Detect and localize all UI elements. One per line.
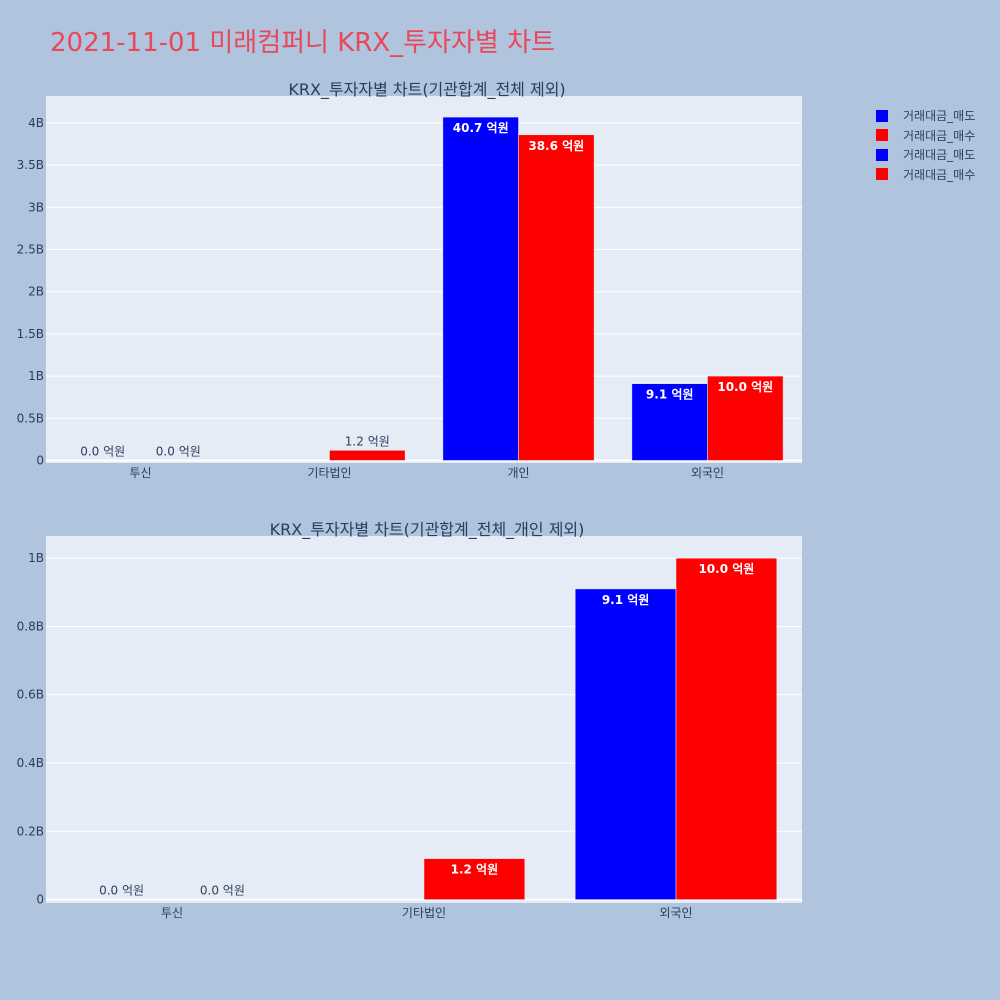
data-label: 0.0 억원 (80, 444, 125, 458)
data-label: 0.0 억원 (156, 444, 201, 458)
chart-2: KRX_투자자별 차트(기관합계_전체_개인 제외) 0 0.2B 0.4B 0.6B 0… (17, 520, 802, 920)
y-tick-label: 0.4B (17, 756, 44, 770)
y-tick-label: 0.2B (17, 824, 44, 838)
x-tick-label: 기타법인 (307, 466, 351, 480)
data-label: 0.0 억원 (200, 884, 245, 898)
legend-item[interactable]: 거래대금_매도 (876, 145, 975, 165)
chart-1: KRX_투자자별 차트(기관합계_전체 제외) 0 0.5B 1B 1.5B 2B 2.5B… (17, 80, 802, 480)
x-tick-label: 외국인 (691, 466, 724, 480)
y-tick-label: 3B (28, 200, 44, 214)
y-tick-label: 2B (28, 285, 44, 299)
data-label: 40.7 억원 (453, 121, 509, 135)
legend-swatch (876, 148, 888, 161)
y-tick-label: 0 (36, 893, 44, 907)
data-label: 10.0 억원 (698, 562, 754, 576)
legend-swatch (876, 109, 888, 122)
y-tick-label: 0.5B (17, 411, 44, 425)
x-tick-label: 투신 (129, 466, 151, 480)
legend-label: 거래대금_매수 (903, 128, 976, 143)
legend-item[interactable]: 거래대금_매수 (876, 165, 975, 185)
bar (518, 134, 595, 461)
data-label: 10.0 억원 (717, 380, 773, 394)
x-tick-label: 기타법인 (402, 906, 446, 920)
bar (574, 588, 677, 900)
y-tick-label: 1.5B (17, 327, 44, 341)
legend-swatch (876, 168, 888, 181)
y-tick-label: 1B (28, 369, 44, 383)
x-tick-label: 투신 (161, 906, 183, 920)
chart-title: KRX_투자자별 차트(기관합계_전체 제외) (288, 80, 565, 100)
legend-item[interactable]: 거래대금_매도 (876, 106, 975, 126)
legend-label: 거래대금_매도 (903, 109, 976, 124)
data-label: 9.1 억원 (646, 388, 694, 402)
data-label: 0.0 억원 (99, 884, 144, 898)
x-tick-label: 개인 (507, 466, 529, 480)
y-tick-label: 2.5B (17, 243, 44, 257)
y-tick-label: 4B (28, 116, 44, 130)
page-title: 2021-11-01 미래컴퍼니 KRX_투자자별 차트 (50, 28, 555, 58)
bar (631, 383, 708, 461)
legend-label: 거래대금_매수 (903, 167, 976, 182)
y-tick-label: 0 (36, 453, 44, 467)
bar (442, 116, 519, 461)
y-tick-label: 0.8B (17, 619, 44, 633)
legend-swatch (876, 129, 888, 142)
legend[interactable]: 거래대금_매도 거래대금_매수 거래대금_매도 거래대금_매수 (876, 106, 975, 184)
bar (675, 557, 778, 900)
data-label: 1.2 억원 (451, 863, 499, 877)
x-tick-label: 외국인 (659, 906, 692, 920)
bar (707, 375, 784, 461)
bar (329, 450, 406, 461)
data-label: 38.6 억원 (528, 139, 584, 153)
y-tick-label: 0.6B (17, 688, 44, 702)
data-label: 1.2 억원 (345, 434, 390, 448)
legend-label: 거래대금_매도 (903, 148, 976, 163)
chart-title: KRX_투자자별 차트(기관합계_전체_개인 제외) (270, 520, 585, 540)
bar (423, 858, 526, 900)
y-tick-label: 1B (28, 551, 44, 565)
y-tick-label: 3.5B (17, 158, 44, 172)
data-label: 9.1 억원 (602, 593, 650, 607)
legend-item[interactable]: 거래대금_매수 (876, 126, 975, 146)
